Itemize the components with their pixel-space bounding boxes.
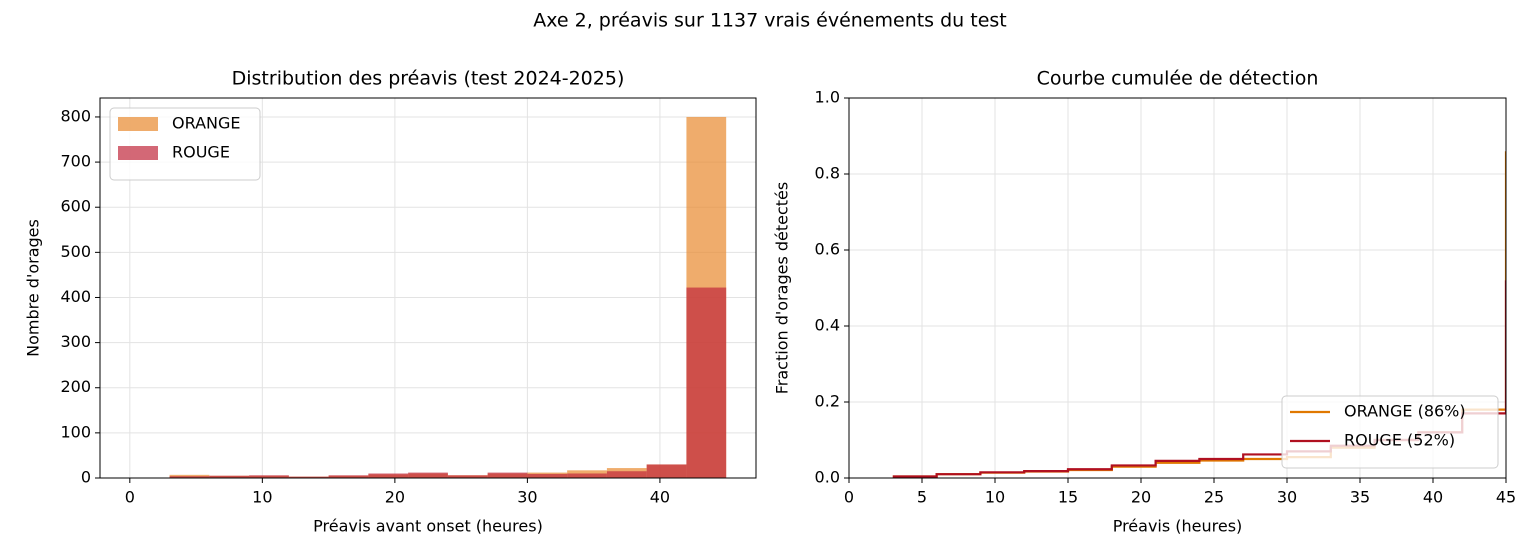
y-tick-label: 0.4 [815, 316, 840, 335]
legend-label: ORANGE [172, 114, 240, 133]
legend-swatch [118, 146, 158, 160]
x-tick-label: 20 [385, 488, 405, 507]
legend-label: ORANGE (86%) [1344, 402, 1466, 421]
histogram-bar [169, 476, 210, 478]
histogram-bar [328, 475, 369, 478]
x-tick-label: 45 [1496, 488, 1516, 507]
x-tick-label: 30 [517, 488, 537, 507]
figure-title: Axe 2, préavis sur 1137 vrais événements… [533, 10, 1007, 32]
histogram-bar [686, 287, 727, 478]
y-tick-label: 0 [81, 468, 91, 487]
y-tick-label: 100 [60, 422, 91, 441]
y-tick-label: 700 [60, 152, 91, 171]
y-tick-label: 200 [60, 377, 91, 396]
x-tick-label: 20 [1131, 488, 1151, 507]
y-tick-label: 400 [60, 287, 91, 306]
axes-frame [99, 97, 757, 479]
x-tick-label: 35 [1350, 488, 1370, 507]
x-tick-label: 10 [985, 488, 1005, 507]
y-tick-label: 600 [60, 197, 91, 216]
y-tick-label: 0.2 [815, 392, 840, 411]
histogram-bar [487, 472, 528, 478]
y-tick-label: 500 [60, 242, 91, 261]
histogram-bar [408, 472, 448, 478]
histogram-bar [249, 475, 289, 478]
axes-title: Distribution des préavis (test 2024-2025… [232, 68, 625, 90]
x-tick-label: 40 [1423, 488, 1443, 507]
y-tick-label: 0.6 [815, 240, 840, 259]
histogram-bar [527, 473, 568, 478]
histogram-bar [567, 473, 607, 478]
y-tick-label: 800 [60, 106, 91, 125]
y-tick-label: 0.0 [815, 468, 840, 487]
histogram-bar [646, 464, 687, 478]
axes-title: Courbe cumulée de détection [1037, 68, 1319, 90]
x-axis-label: Préavis (heures) [1113, 517, 1243, 536]
histogram-bar [447, 475, 488, 478]
y-tick-label: 1.0 [815, 88, 840, 107]
y-tick-label: 0.8 [815, 164, 840, 183]
y-axis-label: Fraction d'orages détectés [773, 182, 792, 394]
x-tick-label: 0 [844, 488, 854, 507]
histogram-bar [606, 471, 647, 478]
legend-swatch [118, 117, 158, 131]
y-tick-label: 300 [60, 332, 91, 351]
x-axis-label: Préavis avant onset (heures) [313, 517, 543, 536]
y-axis-label: Nombre d'orages [24, 219, 43, 357]
histogram-bar [209, 475, 250, 478]
histogram-bar [288, 476, 329, 478]
legend-box [1281, 395, 1499, 469]
x-tick-label: 40 [650, 488, 670, 507]
legend-label: ROUGE [172, 143, 230, 162]
x-tick-label: 5 [917, 488, 927, 507]
x-tick-label: 0 [125, 488, 135, 507]
x-tick-label: 15 [1058, 488, 1078, 507]
histogram-bar [368, 473, 409, 478]
axes-frame [848, 97, 1507, 479]
x-tick-label: 10 [252, 488, 272, 507]
x-tick-label: 30 [1277, 488, 1297, 507]
legend-label: ROUGE (52%) [1344, 431, 1455, 450]
x-tick-label: 25 [1204, 488, 1224, 507]
